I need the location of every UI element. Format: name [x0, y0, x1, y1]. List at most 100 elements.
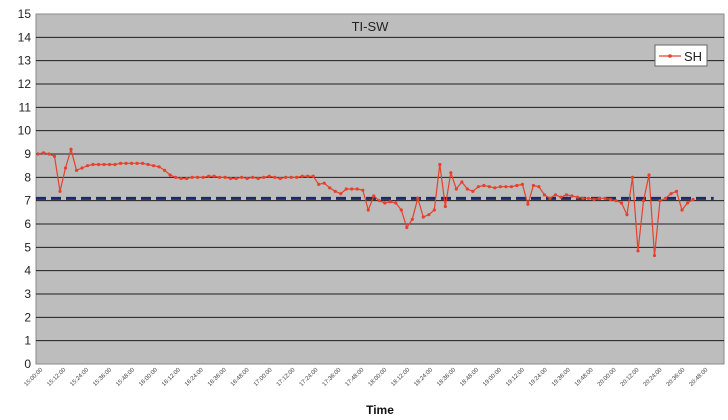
data-point [498, 185, 502, 189]
x-axis-ticks: 15:00:00 15:12:00 15:24:00 15:36:00 15:48:00… [24, 367, 710, 388]
data-point [355, 187, 359, 191]
data-point [658, 199, 662, 203]
x-tick-label: 17:48:00 [345, 367, 366, 388]
data-point [641, 199, 646, 203]
x-tick-label: 15:36:00 [92, 367, 113, 388]
data-point [416, 196, 420, 200]
data-point [328, 186, 332, 190]
data-point [118, 161, 123, 165]
data-point [58, 189, 62, 193]
x-tick-label: 20:00:00 [597, 367, 618, 388]
data-point [421, 215, 425, 219]
x-tick-label: 15:12:00 [46, 367, 67, 388]
y-tick-label: 9 [24, 147, 31, 161]
y-tick-label: 13 [18, 54, 32, 68]
data-point [432, 208, 436, 212]
data-point [306, 174, 310, 178]
data-point [80, 166, 84, 170]
data-point [454, 187, 458, 191]
data-point [333, 189, 337, 193]
data-point [553, 193, 558, 197]
data-point [663, 196, 668, 200]
data-point [151, 164, 156, 168]
data-point [284, 175, 288, 179]
data-point [47, 152, 51, 156]
x-tick-label: 15:48:00 [115, 367, 136, 388]
data-point [383, 201, 387, 205]
data-point [570, 194, 574, 198]
y-tick-label: 12 [18, 77, 32, 91]
chart-title: TI-SW [352, 19, 390, 34]
data-point [168, 173, 172, 177]
x-tick-label: 15:24:00 [69, 367, 90, 388]
y-tick-label: 8 [24, 170, 31, 184]
data-point [520, 182, 524, 186]
data-point [163, 168, 167, 172]
data-point [185, 176, 189, 181]
y-tick-label: 1 [24, 334, 31, 348]
data-point [218, 175, 222, 179]
data-point [85, 164, 90, 168]
data-point [443, 204, 447, 209]
data-point [405, 225, 409, 230]
data-point [460, 180, 464, 184]
data-point [575, 195, 580, 199]
data-point [691, 197, 695, 202]
data-point [614, 199, 618, 203]
x-tick-label: 18:36:00 [436, 367, 457, 388]
x-tick-label: 19:12:00 [505, 367, 526, 388]
y-tick-label: 14 [18, 30, 32, 44]
data-point [289, 175, 293, 179]
data-point [140, 161, 145, 165]
x-tick-label: 19:48:00 [574, 367, 595, 388]
data-point [438, 162, 442, 167]
data-point [207, 174, 211, 178]
data-point [256, 176, 260, 181]
x-tick-label: 20:24:00 [643, 367, 664, 388]
x-tick-label: 18:00:00 [368, 367, 389, 388]
data-point [465, 187, 469, 191]
data-point [52, 154, 57, 158]
data-point [107, 162, 112, 167]
data-point [91, 162, 95, 167]
x-tick-label: 18:24:00 [413, 367, 434, 388]
data-point [212, 174, 216, 178]
data-point [102, 162, 106, 167]
data-point [542, 193, 547, 197]
data-point [586, 196, 591, 200]
y-tick-label: 11 [19, 100, 32, 114]
data-point [190, 175, 194, 179]
data-point [581, 196, 585, 200]
x-tick-label: 19:36:00 [551, 367, 572, 388]
data-point [608, 197, 613, 202]
data-point [311, 174, 315, 178]
data-point [372, 194, 376, 198]
legend: SH [654, 44, 708, 67]
data-point [361, 188, 365, 192]
data-point [603, 196, 607, 200]
x-axis-label: Time [366, 403, 394, 417]
x-tick-label: 16:00:00 [138, 367, 159, 388]
data-point [63, 166, 68, 170]
data-point [129, 161, 134, 165]
data-point [394, 201, 398, 205]
x-tick-label: 19:00:00 [482, 367, 503, 388]
data-point [476, 185, 480, 189]
data-point [96, 162, 101, 167]
data-point [300, 174, 304, 178]
data-point [223, 175, 227, 179]
data-point [592, 197, 596, 202]
data-point [350, 187, 354, 191]
data-point [69, 147, 73, 151]
data-point [564, 193, 569, 197]
data-point [113, 162, 117, 167]
y-tick-label: 10 [18, 124, 32, 138]
legend-swatch-marker [668, 54, 672, 58]
y-tick-label: 4 [24, 264, 31, 278]
x-tick-label: 17:12:00 [276, 367, 297, 388]
data-point [531, 183, 536, 188]
x-tick-label: 19:24:00 [528, 367, 549, 388]
data-point [36, 152, 40, 156]
data-point [135, 161, 139, 165]
